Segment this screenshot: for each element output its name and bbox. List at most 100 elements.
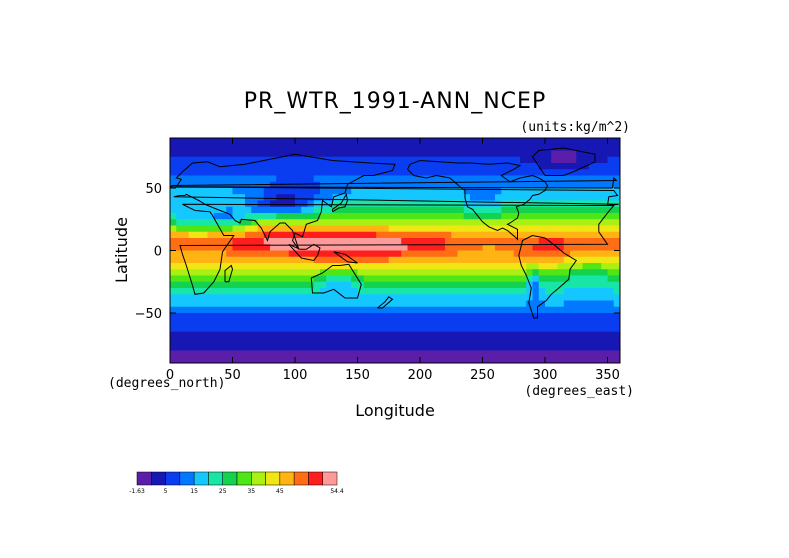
field-cell bbox=[482, 319, 490, 327]
field-cell bbox=[232, 175, 240, 183]
field-cell bbox=[245, 263, 252, 270]
field-cell bbox=[607, 319, 615, 327]
field-cell bbox=[463, 238, 471, 245]
field-cell bbox=[513, 169, 521, 177]
field-cell bbox=[420, 138, 427, 145]
field-cell bbox=[476, 269, 484, 277]
field-cell bbox=[570, 263, 577, 270]
field-cell bbox=[538, 269, 546, 277]
field-cell bbox=[538, 181, 546, 189]
field-cell bbox=[245, 350, 252, 358]
field-cell bbox=[413, 238, 421, 245]
field-cell bbox=[338, 306, 346, 314]
field-cell bbox=[345, 344, 352, 352]
field-cell bbox=[420, 206, 427, 214]
field-cell bbox=[207, 331, 215, 339]
field-cell bbox=[251, 269, 259, 277]
field-cell bbox=[370, 200, 377, 208]
field-cell bbox=[457, 300, 465, 308]
field-cell bbox=[301, 325, 309, 333]
field-cell bbox=[370, 331, 377, 339]
field-cell bbox=[370, 288, 377, 295]
field-cell bbox=[357, 238, 365, 245]
field-cell bbox=[251, 138, 259, 145]
field-cell bbox=[551, 269, 559, 277]
field-cell bbox=[532, 225, 540, 233]
field-cell bbox=[376, 313, 384, 320]
field-cell bbox=[532, 263, 540, 270]
field-cell bbox=[376, 294, 384, 302]
field-cell bbox=[495, 138, 502, 145]
field-cell bbox=[251, 288, 259, 295]
field-cell bbox=[613, 325, 620, 333]
field-cell bbox=[570, 231, 577, 239]
field-cell bbox=[438, 175, 446, 183]
field-cell bbox=[257, 156, 265, 164]
field-cell bbox=[201, 231, 209, 239]
field-cell bbox=[176, 331, 184, 339]
field-cell bbox=[382, 288, 390, 295]
field-cell bbox=[420, 356, 427, 363]
field-cell bbox=[195, 269, 202, 277]
field-cell bbox=[532, 294, 540, 302]
field-cell bbox=[232, 356, 240, 363]
field-cell bbox=[213, 300, 221, 308]
field-cell bbox=[345, 263, 352, 270]
field-cell bbox=[351, 138, 359, 145]
field-cell bbox=[507, 356, 515, 363]
field-cell bbox=[376, 356, 384, 363]
field-cell bbox=[482, 300, 490, 308]
field-cell bbox=[232, 169, 240, 177]
field-cell bbox=[213, 169, 221, 177]
field-cell bbox=[338, 163, 346, 170]
field-cell bbox=[551, 306, 559, 314]
field-cell bbox=[376, 150, 384, 158]
field-cell bbox=[370, 219, 377, 227]
field-cell bbox=[170, 250, 177, 258]
field-cell bbox=[182, 175, 190, 183]
field-cell bbox=[407, 263, 415, 270]
field-cell bbox=[313, 300, 321, 308]
field-cell bbox=[351, 344, 359, 352]
field-cell bbox=[207, 238, 215, 245]
field-cell bbox=[438, 200, 446, 208]
x-tick-label: 0 bbox=[166, 368, 174, 383]
field-cell bbox=[345, 138, 352, 145]
field-cell bbox=[538, 225, 546, 233]
field-cell bbox=[457, 325, 465, 333]
field-cell bbox=[432, 156, 440, 164]
field-cell bbox=[595, 331, 602, 339]
field-cell bbox=[426, 306, 434, 314]
field-cell bbox=[595, 150, 602, 158]
field-cell bbox=[426, 288, 434, 295]
colorbar-swatch bbox=[251, 471, 266, 486]
field-cell bbox=[182, 238, 190, 245]
field-cell bbox=[395, 238, 402, 245]
field-cell bbox=[407, 181, 415, 189]
field-cell bbox=[476, 163, 484, 170]
field-cell bbox=[257, 175, 265, 183]
field-cell bbox=[601, 238, 609, 245]
field-cell bbox=[207, 256, 215, 264]
field-cell bbox=[532, 219, 540, 227]
field-cell bbox=[226, 344, 234, 352]
field-cell bbox=[470, 150, 477, 158]
field-cell bbox=[201, 281, 209, 289]
field-cell bbox=[482, 325, 490, 333]
field-cell bbox=[476, 250, 484, 258]
field-cell bbox=[238, 306, 246, 314]
field-cell bbox=[495, 313, 502, 320]
field-cell bbox=[463, 169, 471, 177]
field-cell bbox=[570, 225, 577, 233]
field-cell bbox=[232, 275, 240, 283]
field-cell bbox=[201, 150, 209, 158]
field-cell bbox=[282, 213, 290, 220]
field-cell bbox=[270, 269, 277, 277]
field-cell bbox=[482, 138, 490, 145]
field-cell bbox=[307, 194, 315, 202]
field-cell bbox=[188, 300, 196, 308]
field-cell bbox=[182, 256, 190, 264]
field-cell bbox=[357, 331, 365, 339]
field-cell bbox=[601, 156, 609, 164]
field-cell bbox=[288, 306, 296, 314]
